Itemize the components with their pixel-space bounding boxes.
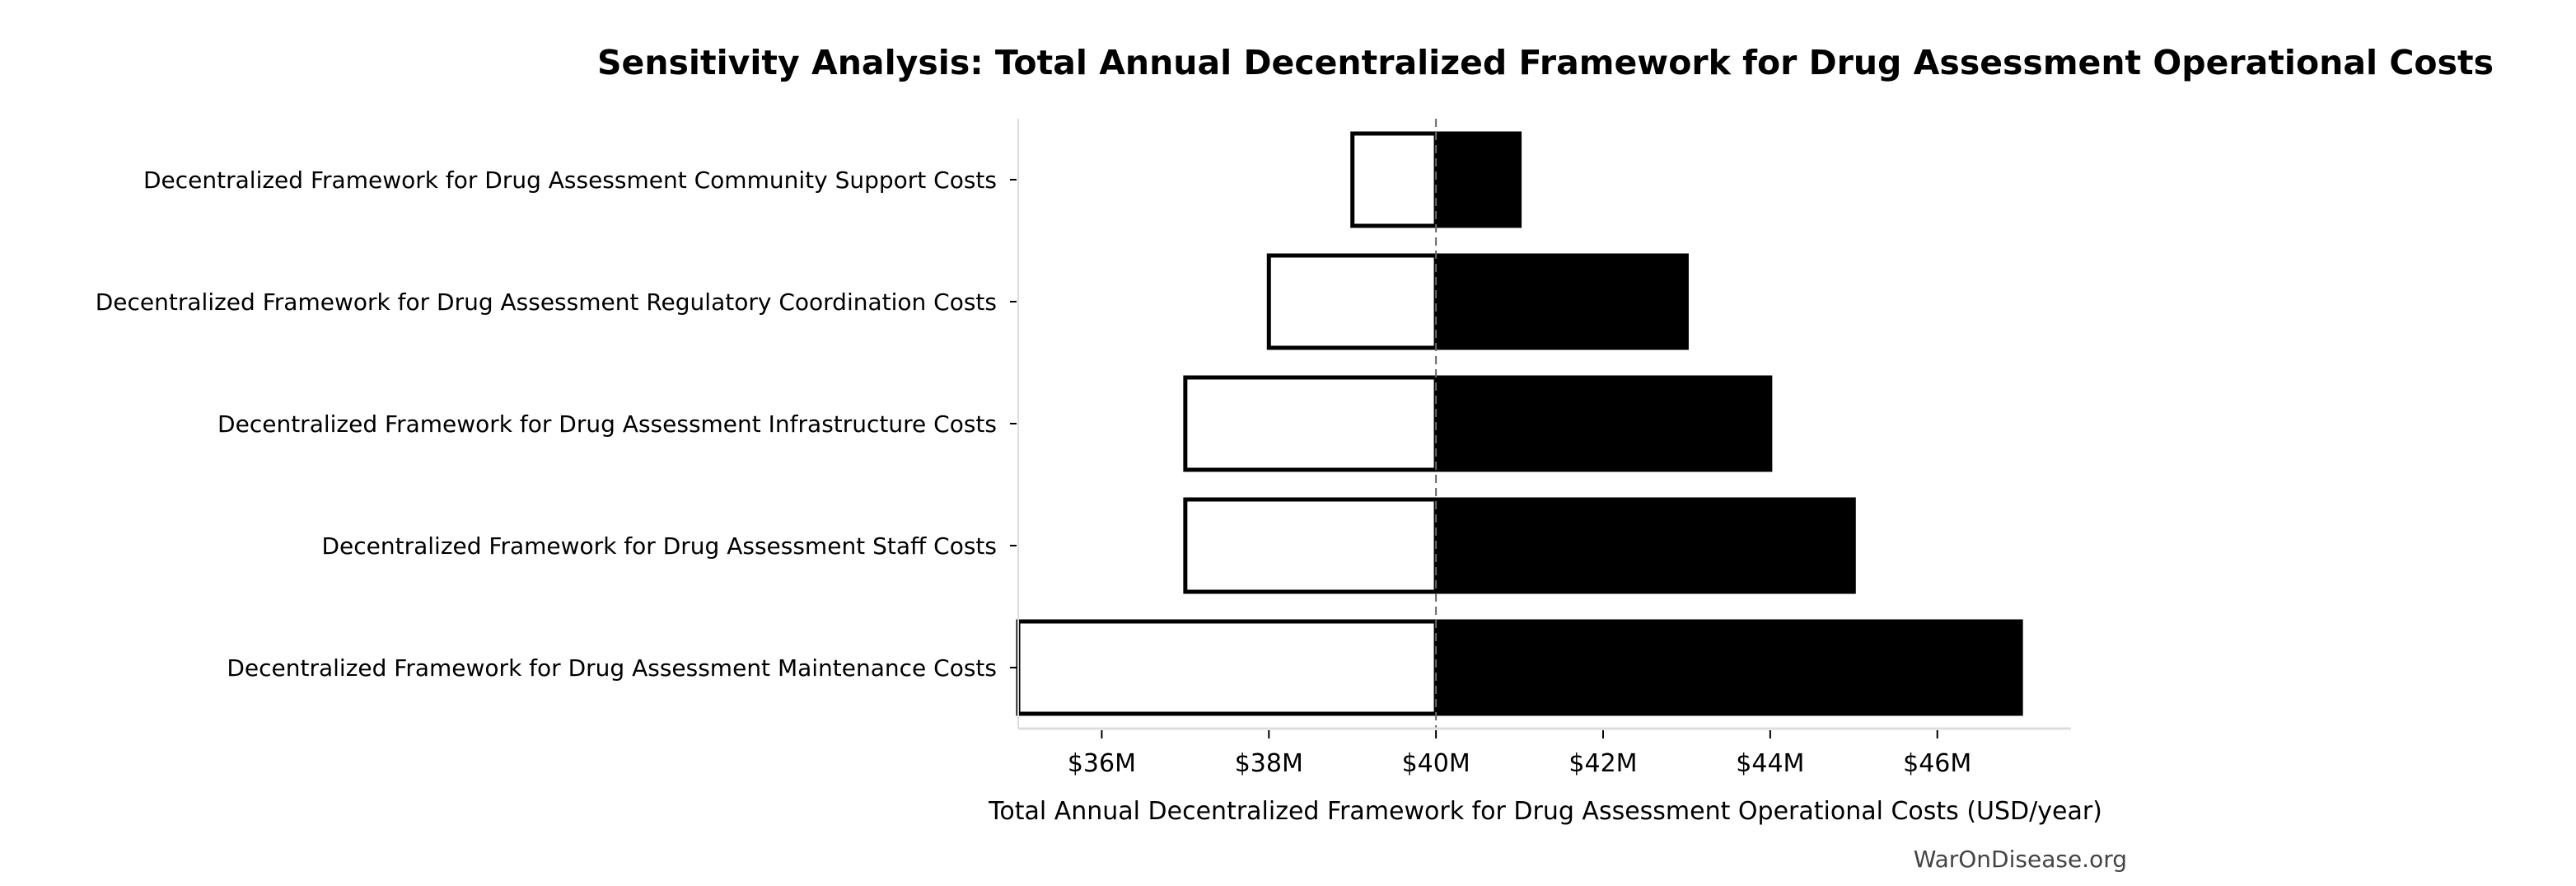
high-bar xyxy=(1433,131,1522,228)
low-bar xyxy=(1350,131,1438,228)
watermark: WarOnDisease.org xyxy=(1914,846,2127,873)
low-bar xyxy=(1183,375,1438,472)
x-tick-label: $46M xyxy=(1903,749,1971,778)
chart-title: Sensitivity Analysis: Total Annual Decen… xyxy=(597,43,2494,82)
x-tick-label: $40M xyxy=(1402,749,1470,778)
y-tick-label: Decentralized Framework for Drug Assessm… xyxy=(321,532,997,560)
low-bar xyxy=(1183,497,1438,594)
y-tick-label: Decentralized Framework for Drug Assessm… xyxy=(143,166,997,194)
y-tick-label: Decentralized Framework for Drug Assessm… xyxy=(227,654,997,682)
x-tick-label: $44M xyxy=(1736,749,1804,778)
low-bar xyxy=(1016,619,1438,716)
x-tick-label: $42M xyxy=(1569,749,1637,778)
x-tick-label: $38M xyxy=(1235,749,1303,778)
high-bar xyxy=(1433,253,1689,350)
high-bar xyxy=(1433,375,1773,472)
y-tick-label: Decentralized Framework for Drug Assessm… xyxy=(217,410,997,438)
low-bar xyxy=(1266,253,1438,350)
high-bar xyxy=(1433,619,2023,716)
x-tick-label: $36M xyxy=(1068,749,1136,778)
high-bar xyxy=(1433,497,1856,594)
y-tick-label: Decentralized Framework for Drug Assessm… xyxy=(96,288,997,316)
x-axis-label: Total Annual Decentralized Framework for… xyxy=(988,797,2102,826)
